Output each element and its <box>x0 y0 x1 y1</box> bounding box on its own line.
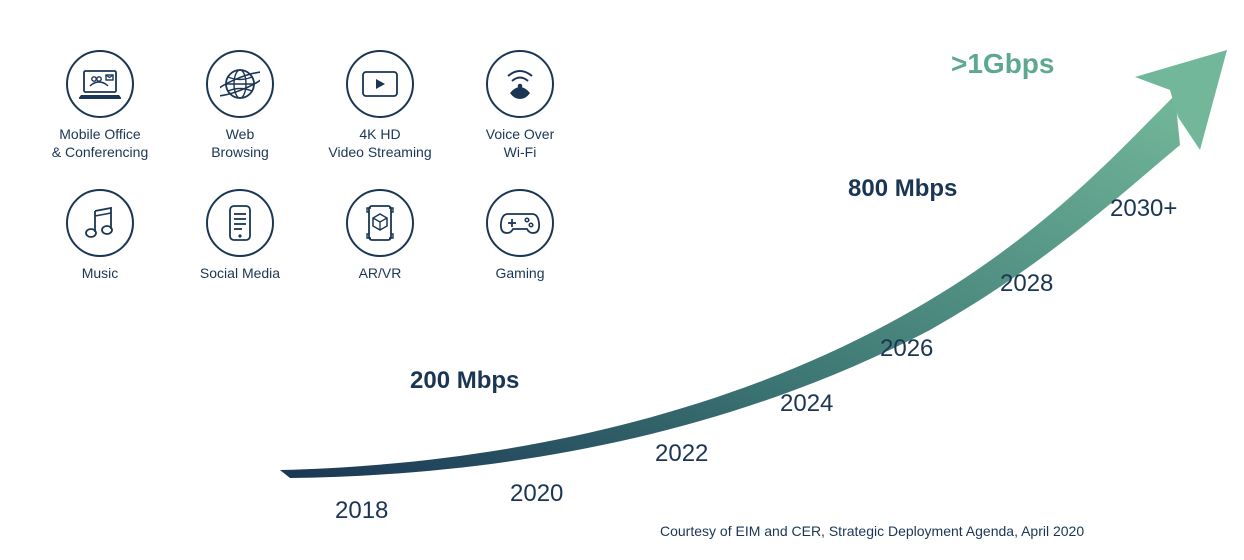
icon-cell-mobile-office: Mobile Office & Conferencing <box>30 50 170 161</box>
speed-label-800: 800 Mbps <box>848 175 957 203</box>
year-label: 2022 <box>655 440 708 468</box>
growth-arrow <box>230 30 1230 530</box>
music-icon <box>66 189 134 257</box>
year-label: 2026 <box>880 335 933 363</box>
year-label: 2030+ <box>1110 195 1177 223</box>
icon-cell-music: Music <box>30 189 170 283</box>
icon-label: Music <box>82 265 119 283</box>
speed-label-200: 200 Mbps <box>410 367 519 395</box>
mobile-office-icon <box>66 50 134 118</box>
speed-label-1gbps: >1Gbps <box>951 48 1054 80</box>
year-label: 2020 <box>510 480 563 508</box>
year-label: 2028 <box>1000 270 1053 298</box>
credit-line: Courtesy of EIM and CER, Strategic Deplo… <box>660 523 1084 539</box>
icon-label: Mobile Office & Conferencing <box>52 126 149 161</box>
year-label: 2018 <box>335 497 388 525</box>
year-label: 2024 <box>780 390 833 418</box>
